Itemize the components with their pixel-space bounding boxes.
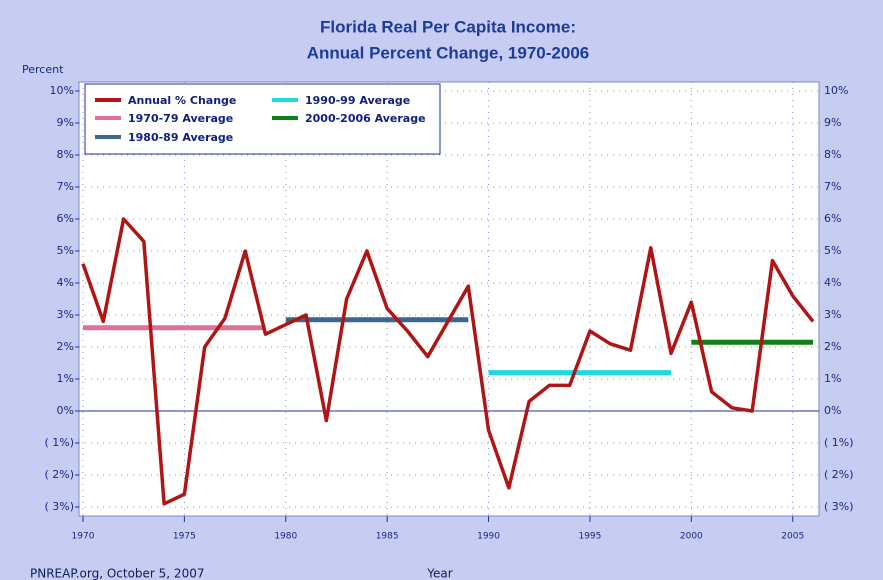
y-tick-label: 5%	[57, 244, 74, 257]
y-tick-label: 7%	[57, 180, 74, 193]
x-axis-label: Year	[426, 567, 452, 580]
legend-label: 2000-2006 Average	[305, 112, 426, 125]
x-tick-label: 2000	[680, 532, 703, 542]
y-tick-label: ( 1%)	[44, 436, 74, 449]
y-tick-label: 6%	[57, 212, 74, 225]
chart-title: Florida Real Per Capita Income:	[320, 17, 576, 36]
x-tick-label: 1975	[173, 532, 196, 542]
x-tick-label: 1980	[274, 532, 297, 542]
y-tick-label: ( 2%)	[44, 468, 74, 481]
legend-box	[84, 83, 441, 155]
y-tick-label: 8%	[57, 148, 74, 161]
x-tick-label: 1985	[376, 532, 399, 542]
y-tick-label: 2%	[57, 340, 74, 353]
y2-tick-label: 1%	[824, 372, 841, 385]
y2-tick-label: 9%	[824, 116, 841, 129]
y2-tick-label: 8%	[824, 148, 841, 161]
y-tick-label: 0%	[57, 404, 74, 417]
chart-title: Annual Percent Change, 1970-2006	[307, 43, 590, 62]
source: PNREAP.org, October 5, 2007	[30, 567, 204, 580]
y-tick-label: 1%	[57, 372, 74, 385]
y-tick-label: 9%	[57, 116, 74, 129]
y2-tick-label: ( 1%)	[824, 436, 854, 449]
y-axis-label: Percent	[22, 63, 64, 76]
y2-tick-label: 2%	[824, 340, 841, 353]
y2-tick-label: 5%	[824, 244, 841, 257]
y2-tick-label: ( 2%)	[824, 468, 854, 481]
y2-tick-label: 3%	[824, 308, 841, 321]
x-tick-label: 1970	[72, 532, 95, 542]
x-tick-label: 1990	[477, 532, 500, 542]
y2-tick-label: 6%	[824, 212, 841, 225]
y2-tick-label: 10%	[824, 84, 848, 97]
y-tick-label: 4%	[57, 276, 74, 289]
legend-label: 1970-79 Average	[128, 112, 233, 125]
y2-tick-label: 4%	[824, 276, 841, 289]
data-line	[81, 217, 815, 506]
x-tick-label: 1995	[578, 532, 601, 542]
legend-label: 1990-99 Average	[305, 94, 410, 107]
y-tick-label: 10%	[50, 84, 74, 97]
x-tick-label: 2005	[781, 532, 804, 542]
legend-label: Annual % Change	[128, 94, 236, 107]
y-tick-label: 3%	[57, 308, 74, 321]
y-tick-label: ( 3%)	[44, 500, 74, 513]
y2-tick-label: ( 3%)	[824, 500, 854, 513]
legend-label: 1980-89 Average	[128, 131, 233, 144]
y2-tick-label: 7%	[824, 180, 841, 193]
y2-tick-label: 0%	[824, 404, 841, 417]
